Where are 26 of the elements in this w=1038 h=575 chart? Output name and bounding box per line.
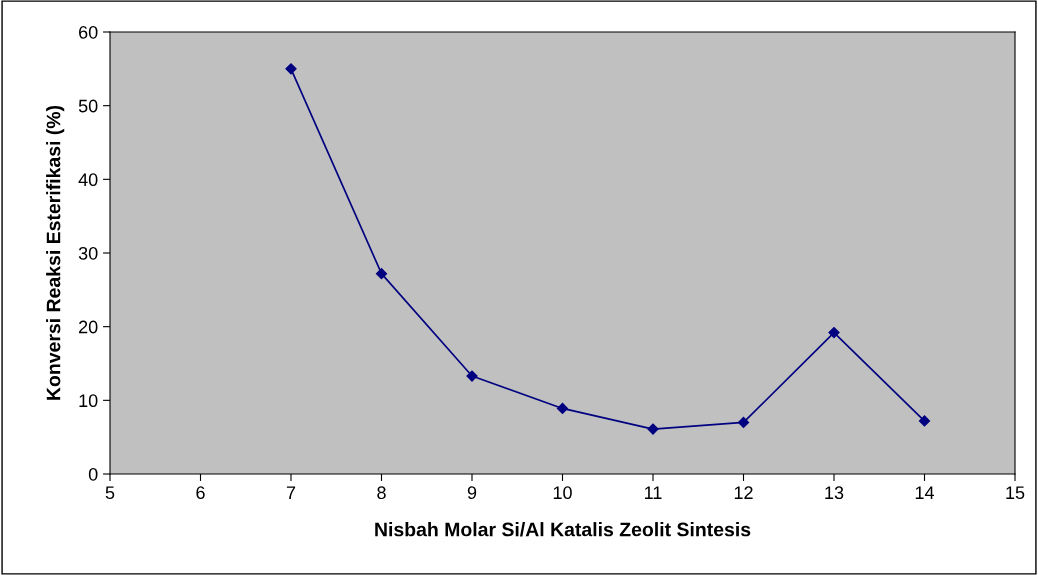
point: [737, 416, 750, 429]
x-tick-label: 5: [105, 486, 115, 500]
x-tick-label: 9: [467, 486, 477, 500]
x-tick-label: 13: [825, 486, 844, 500]
point: [828, 326, 840, 339]
point: [918, 415, 931, 427]
x-tick-label: 7: [286, 486, 296, 499]
y-tick-label: 10: [79, 394, 98, 408]
y-tick-label: 30: [78, 246, 98, 260]
x-tick-label: 11: [645, 486, 662, 499]
y-tick-label: 0: [88, 467, 98, 481]
x-tick-label: 8: [377, 486, 386, 500]
x-tick-label: 10: [553, 486, 572, 500]
point: [556, 402, 569, 415]
y-tick-label: 50: [78, 99, 98, 113]
y-axis-title: Konversi Reaksi Esterifikasi (%): [46, 105, 65, 400]
x-tick-label: 14: [915, 486, 935, 499]
y-tick-label: 40: [78, 173, 98, 187]
point: [375, 268, 388, 280]
x-tick-label: 12: [734, 486, 753, 499]
x-axis-title: Nisbah Molar Si/Al Katalis Zeolit Sintesis: [375, 522, 751, 537]
point: [285, 63, 297, 75]
x-tick-label: 6: [196, 486, 205, 500]
x-tick-label: 15: [1006, 486, 1025, 500]
y-tick-label: 20: [79, 320, 98, 334]
y-tick-label: 60: [79, 25, 98, 39]
